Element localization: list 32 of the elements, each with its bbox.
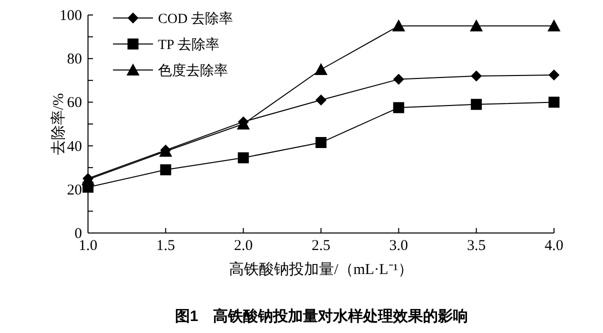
- x-tick-label: 3.0: [389, 238, 408, 254]
- caption: 图1 高铁酸钠投加量对水样处理效果的影响: [174, 307, 468, 325]
- y-tick-label: 20: [67, 182, 82, 198]
- point: [316, 94, 326, 106]
- point: [238, 152, 249, 164]
- point: [393, 102, 404, 114]
- y-tick-label: 60: [67, 95, 82, 112]
- x-tick-label: 4.0: [544, 238, 564, 254]
- y-tick-label: 80: [67, 52, 82, 68]
- x-axis-title: 高铁酸钠投加量/（mL·L⁻¹）: [229, 261, 413, 278]
- x-tick-label: 2.5: [312, 238, 330, 254]
- point: [314, 63, 328, 75]
- x-tick-label: 2.0: [234, 238, 253, 254]
- y-axis-title: 去除率/%: [50, 93, 67, 155]
- point: [470, 98, 482, 110]
- point: [160, 164, 172, 176]
- point: [548, 69, 560, 80]
- y-tick-label: 40: [67, 138, 82, 155]
- point: [548, 19, 560, 32]
- legend-label: TP 去除率: [158, 37, 220, 53]
- point: [470, 70, 482, 82]
- point: [393, 74, 404, 85]
- point: [392, 19, 406, 32]
- x-tick-label: 3.5: [466, 238, 486, 254]
- legend-label: 色度去除率: [158, 63, 228, 79]
- y-tick-label: 100: [60, 8, 82, 24]
- point: [82, 182, 94, 193]
- point: [548, 96, 560, 108]
- point: [316, 137, 326, 148]
- x-tick-label: 1.5: [156, 238, 176, 254]
- legend-label: COD 去除率: [158, 11, 234, 27]
- point: [470, 19, 483, 32]
